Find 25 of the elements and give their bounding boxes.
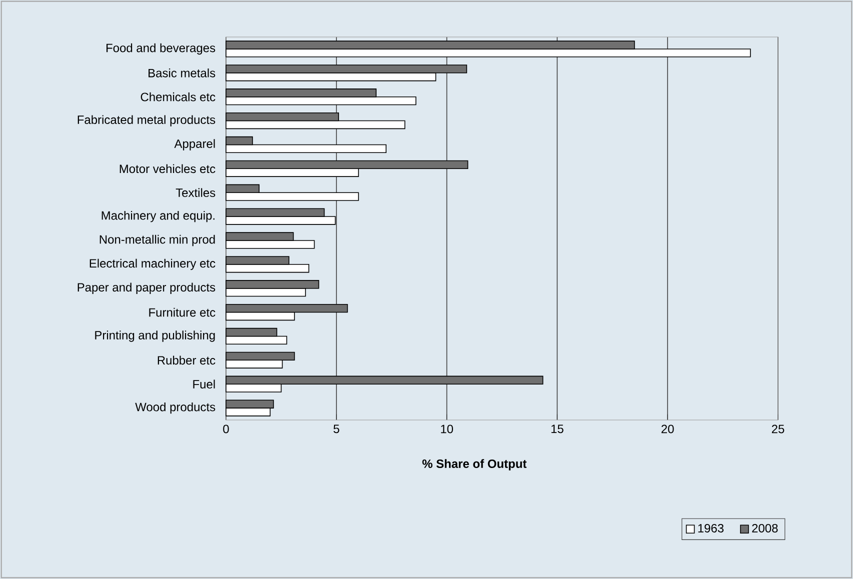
- y-tick-label: Basic metals: [148, 68, 216, 78]
- y-tick-label: Chemicals etc: [140, 92, 216, 102]
- y-tick-label: Paper and paper products: [78, 282, 216, 294]
- y-tick-label: Wood products: [135, 402, 216, 414]
- legend-label: 1963: [698, 524, 724, 532]
- y-tick-label: Motor vehicles etc: [120, 164, 216, 174]
- y-tick-label: Fuel: [193, 380, 215, 389]
- x-tick-label: 15: [551, 424, 564, 434]
- y-tick-label: Electrical machinery etc: [90, 258, 216, 270]
- legend-label: 2008: [752, 524, 778, 532]
- y-tick-label: Machinery and equip.: [102, 210, 214, 222]
- x-tick-label: 20: [662, 424, 674, 434]
- y-tick-label: Non-metallic min prod: [100, 234, 215, 246]
- y-tick-label: Food and beverages: [106, 43, 216, 55]
- x-tick-label: 25: [772, 424, 784, 434]
- y-tick-label: Printing and publishing: [95, 330, 215, 342]
- y-tick-label: Fabricated metal products: [78, 115, 216, 126]
- y-tick-label: Furniture etc: [149, 308, 216, 317]
- x-tick-label: 5: [334, 424, 340, 434]
- x-axis-title: % Share of Output: [422, 459, 527, 470]
- x-tick-label: 0: [223, 424, 229, 434]
- y-tick-label: Apparel: [174, 139, 215, 150]
- y-tick-label: Textiles: [176, 188, 216, 198]
- y-tick-label: Rubber etc: [158, 356, 216, 365]
- x-tick-label: 10: [441, 424, 454, 434]
